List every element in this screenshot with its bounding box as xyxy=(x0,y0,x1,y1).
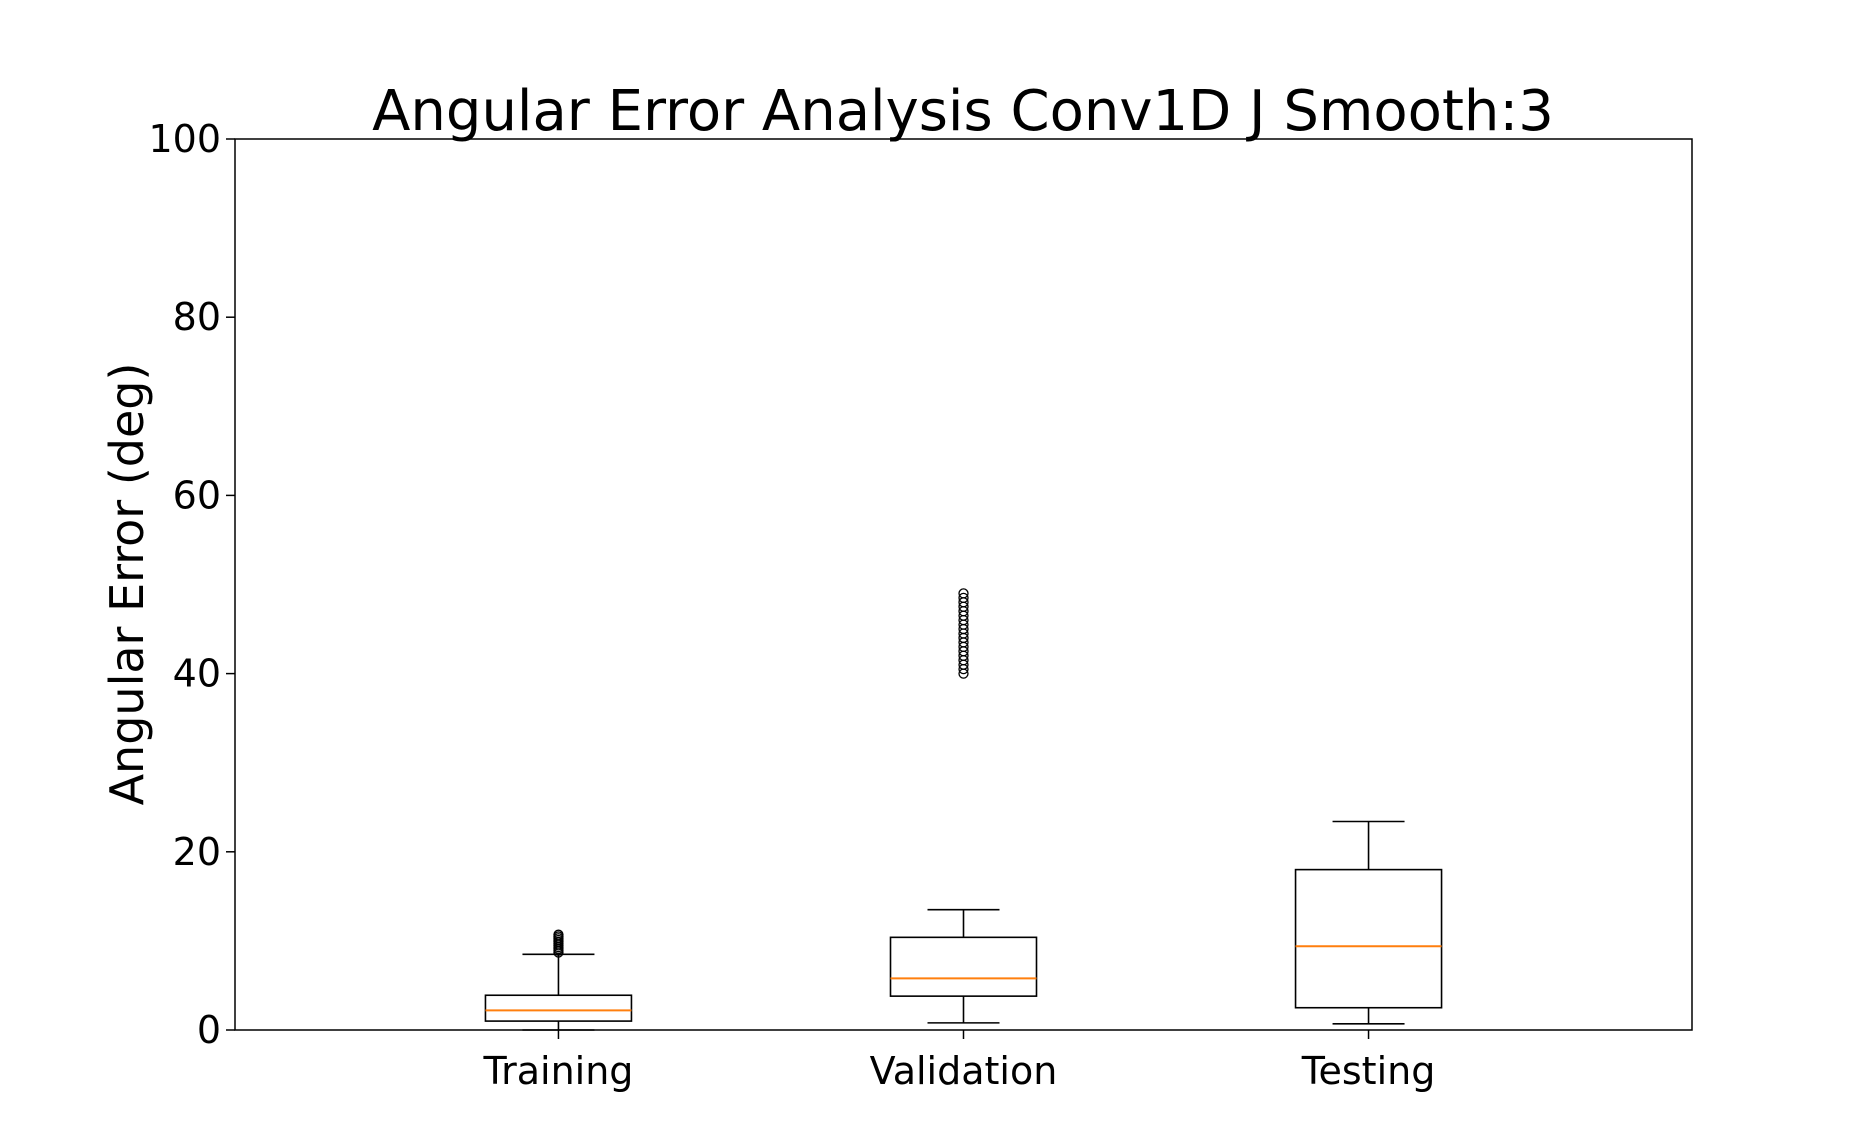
outlier-point xyxy=(958,588,969,599)
box-testing xyxy=(1294,820,1443,1025)
box-series xyxy=(484,588,1443,1031)
iqr-box xyxy=(1294,868,1443,1009)
plot-area-frame xyxy=(234,138,1693,1031)
y-tick-label: 60 xyxy=(173,473,221,517)
y-axis-ticks: 0 20 40 60 80 100 xyxy=(148,117,235,1052)
x-axis-ticks: Training Validation Testing xyxy=(482,1030,1435,1093)
x-tick-label: Training xyxy=(482,1049,633,1093)
y-axis-label: Angular Error (deg) xyxy=(100,363,154,806)
y-tick-label: 100 xyxy=(148,117,221,161)
x-tick-label: Validation xyxy=(870,1049,1058,1093)
y-tick-label: 20 xyxy=(173,830,221,874)
box-validation xyxy=(889,588,1038,1024)
iqr-box xyxy=(484,994,633,1022)
y-tick-label: 80 xyxy=(173,295,221,339)
x-tick-label: Testing xyxy=(1301,1049,1436,1093)
chart-title: Angular Error Analysis Conv1D J Smooth:3 xyxy=(372,79,1554,144)
outlier-point xyxy=(553,929,564,940)
y-tick-label: 40 xyxy=(173,652,221,696)
box-training xyxy=(484,929,633,1031)
iqr-box xyxy=(889,936,1038,997)
y-tick-label: 0 xyxy=(197,1008,221,1052)
outlier-point xyxy=(958,592,969,604)
